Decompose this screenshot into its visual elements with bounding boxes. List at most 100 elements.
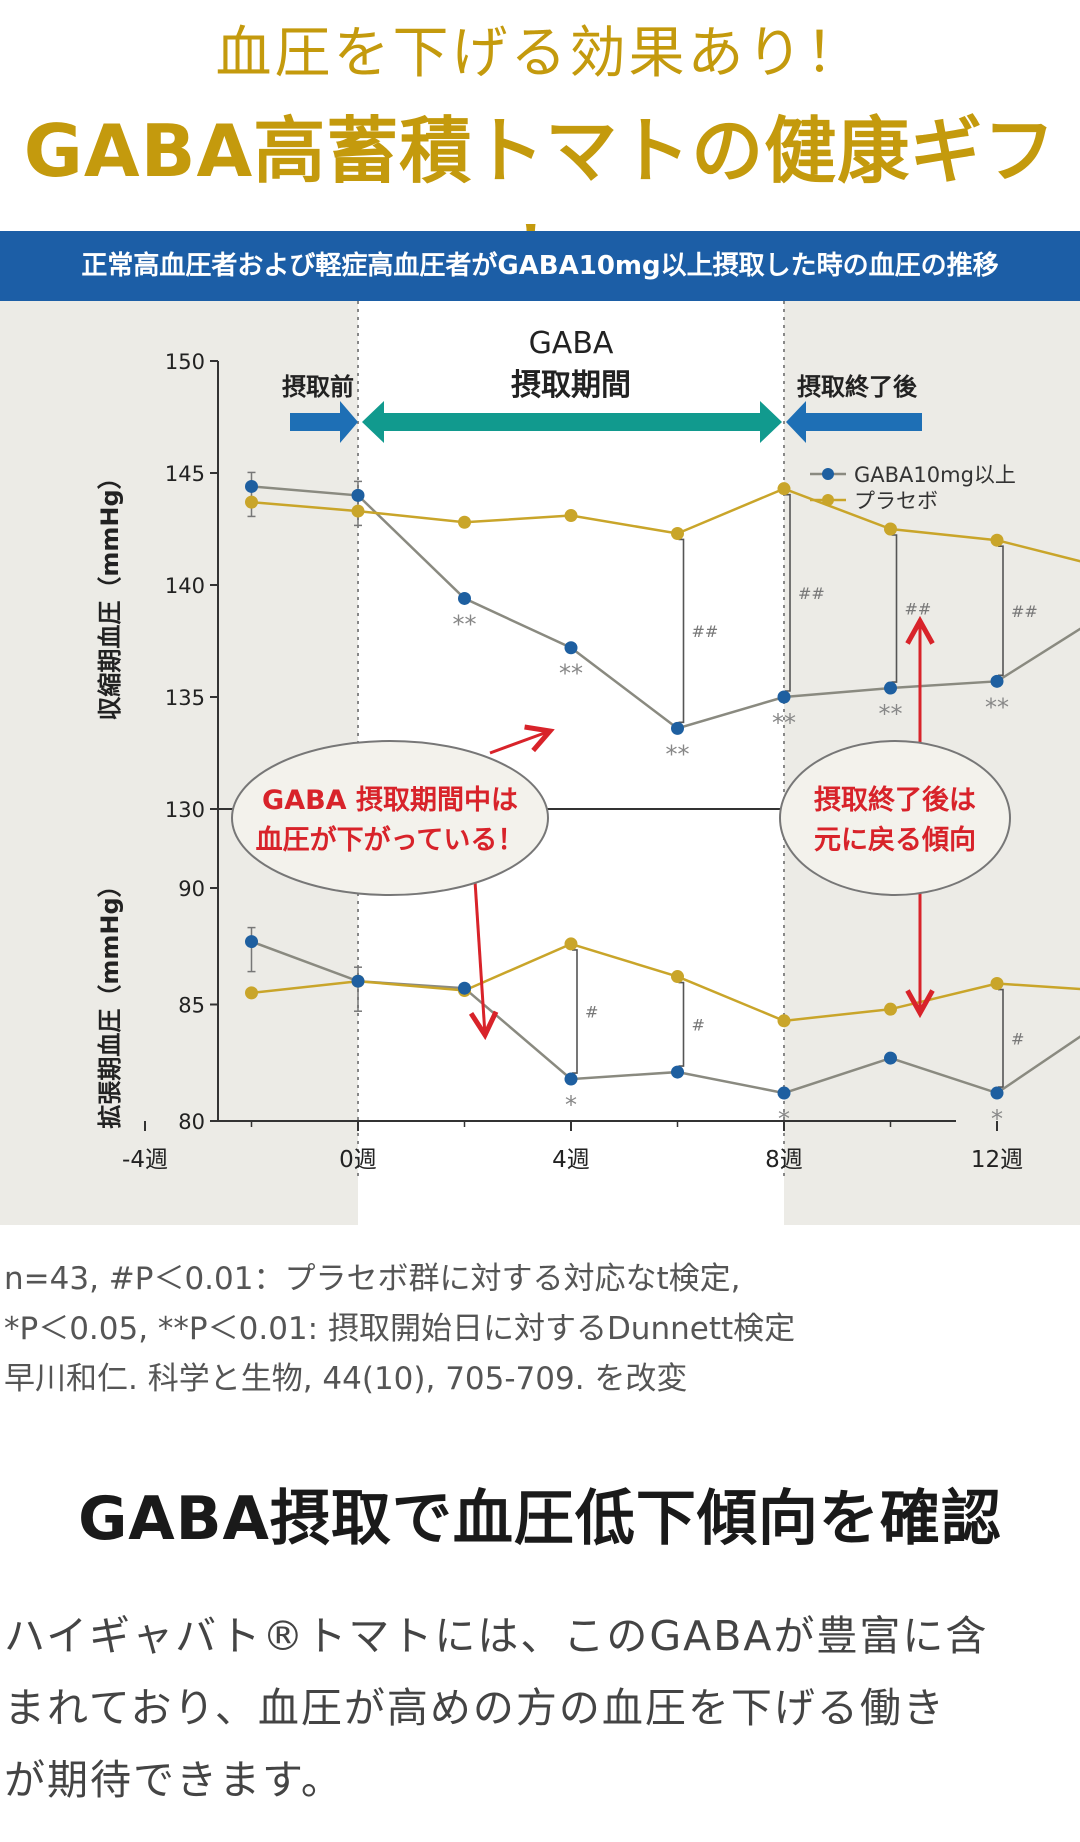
hash-label: ## — [692, 622, 719, 641]
gaba-data-point — [351, 974, 365, 988]
significance-bracket — [785, 493, 791, 692]
gaba-data-point — [990, 1086, 1004, 1100]
gaba-data-point — [351, 488, 365, 502]
significance-star: ** — [666, 740, 690, 768]
significance-labels: ###### #####******** ** *** * * — [453, 584, 1038, 1133]
significance-star: * — [778, 1105, 790, 1133]
y-tick-label: 90 — [178, 877, 205, 901]
arrow-after-icon — [786, 401, 922, 443]
gaba-data-point — [671, 1065, 684, 1079]
y-tick-label: 135 — [165, 686, 205, 710]
body-line-3: が期待できます。 — [4, 1756, 344, 1804]
gaba-data-point — [245, 479, 258, 493]
note-line-1: n=43, #P＜0.01：プラセボ群に対する対応なt検定, — [4, 1261, 741, 1297]
legend-placebo-label: プラセボ — [854, 489, 938, 513]
significance-bracket — [998, 545, 1004, 677]
callout-left-line1: GABA 摂取期間中は — [262, 785, 518, 816]
placebo-data-point — [245, 495, 258, 509]
placebo-data-point — [671, 526, 684, 540]
placebo-data-point — [777, 1014, 791, 1028]
placebo-data-point — [458, 515, 471, 529]
phase-label-before: 摂取前 — [282, 373, 354, 401]
gaba-data-point — [458, 591, 471, 605]
y-tick-label: 145 — [165, 462, 205, 486]
gaba-data-point — [564, 641, 578, 655]
placebo-data-point — [990, 977, 1004, 991]
placebo-data-point — [564, 509, 578, 523]
series-lines — [251, 485, 1080, 1095]
placebo-data-point — [884, 522, 897, 536]
gaba-data-point — [564, 1072, 578, 1086]
legend-gaba-marker — [822, 468, 834, 480]
legend-gaba-label: GABA10mg以上 — [854, 463, 1016, 487]
hero-subtitle: 血圧を下げる効果あり！ — [215, 21, 865, 86]
placebo-data-point — [351, 504, 365, 518]
placebo-data-point — [990, 533, 1004, 547]
significance-star: ** — [453, 610, 477, 638]
note-line-3: 早川和仁. 科学と生物, 44(10), 705-709. を改変 — [4, 1361, 688, 1397]
callout-left-line2: 血圧が下がっている！ — [256, 824, 525, 856]
placebo-series-line — [251, 487, 1080, 563]
significance-bracket — [572, 949, 578, 1074]
legend-placebo-marker — [822, 494, 834, 506]
gaba-data-point — [777, 690, 791, 704]
callout-left-arrow-up — [489, 731, 550, 755]
hash-label: ## — [1011, 602, 1038, 621]
callout-right-line2: 元に戻る傾向 — [814, 824, 976, 856]
callout-right-line1: 摂取終了後は — [814, 784, 976, 816]
callout-left-arrow-down — [475, 880, 485, 1035]
significance-star: ** — [879, 700, 903, 728]
diastolic-y-label: 拡張期血圧（mmHg） — [96, 873, 124, 1128]
significance-star: ** — [985, 693, 1009, 721]
placebo-data-point — [245, 986, 258, 1000]
section-title: GABA摂取で血圧低下傾向を確認 — [78, 1484, 1002, 1554]
callout-right-bubble — [779, 740, 1011, 896]
gaba-data-point — [671, 721, 684, 735]
arrow-intake-period-icon — [362, 401, 782, 443]
hash-label: # — [692, 1015, 705, 1034]
y-tick-label: 85 — [178, 994, 205, 1018]
gaba-data-point — [458, 981, 471, 995]
blood-pressure-chart: 摂取前 GABA 摂取期間 摂取終了後 収縮期血圧（mmHg） 拡張期血圧（mm… — [0, 301, 1080, 1225]
x-tick-label: -4週 — [122, 1147, 168, 1173]
significance-bracket — [998, 988, 1004, 1088]
y-tick-label: 130 — [165, 798, 205, 822]
significance-bracket — [678, 538, 685, 724]
placebo-series-line — [251, 942, 1080, 1023]
series-points — [245, 479, 1004, 1100]
significance-bracket — [891, 534, 898, 683]
systolic-y-label: 収縮期血圧（mmHg） — [96, 465, 124, 720]
significance-bracket — [678, 981, 685, 1067]
y-tick-label: 150 — [165, 350, 205, 374]
gaba-data-point — [777, 1086, 791, 1100]
hash-label: # — [585, 1002, 598, 1021]
gaba-data-point — [245, 935, 258, 949]
section-body: ハイギャバト®トマトには、このGABAが豊富に含 まれており、血圧が高めの方の血… — [4, 1600, 1074, 1816]
blood-pressure-chart-svg: 摂取前 GABA 摂取期間 摂取終了後 収縮期血圧（mmHg） 拡張期血圧（mm… — [0, 301, 1080, 1225]
placebo-data-point — [564, 937, 578, 951]
phase-label-during-1: GABA — [529, 326, 614, 361]
arrow-before-icon — [290, 401, 358, 443]
hash-label: ## — [798, 584, 825, 603]
placebo-data-point — [671, 970, 684, 984]
placebo-data-point — [777, 482, 791, 496]
body-line-1: ハイギャバト®トマトには、このGABAが豊富に含 — [4, 1612, 989, 1660]
chart-banner: 正常高血圧者および軽症高血圧者がGABA10mg以上摂取した時の血圧の推移 — [0, 231, 1080, 301]
x-tick-label: 12週 — [971, 1147, 1023, 1173]
phase-label-during-2: 摂取期間 — [511, 368, 631, 403]
gaba-data-point — [990, 674, 1004, 688]
gaba-data-point — [884, 1051, 897, 1065]
significance-star: ** — [772, 709, 796, 737]
gaba-series-line — [251, 485, 1080, 730]
hash-label: # — [1011, 1029, 1024, 1048]
significance-star: * — [991, 1105, 1003, 1133]
y-tick-label: 140 — [165, 574, 205, 598]
y-tick-label: 80 — [178, 1110, 205, 1134]
hash-label: ## — [905, 600, 932, 619]
x-tick-label: 8週 — [765, 1147, 803, 1173]
significance-star: * — [565, 1091, 577, 1119]
phase-label-after: 摂取終了後 — [797, 373, 918, 401]
gaba-data-point — [884, 681, 897, 695]
callout-left-bubble — [231, 740, 549, 896]
